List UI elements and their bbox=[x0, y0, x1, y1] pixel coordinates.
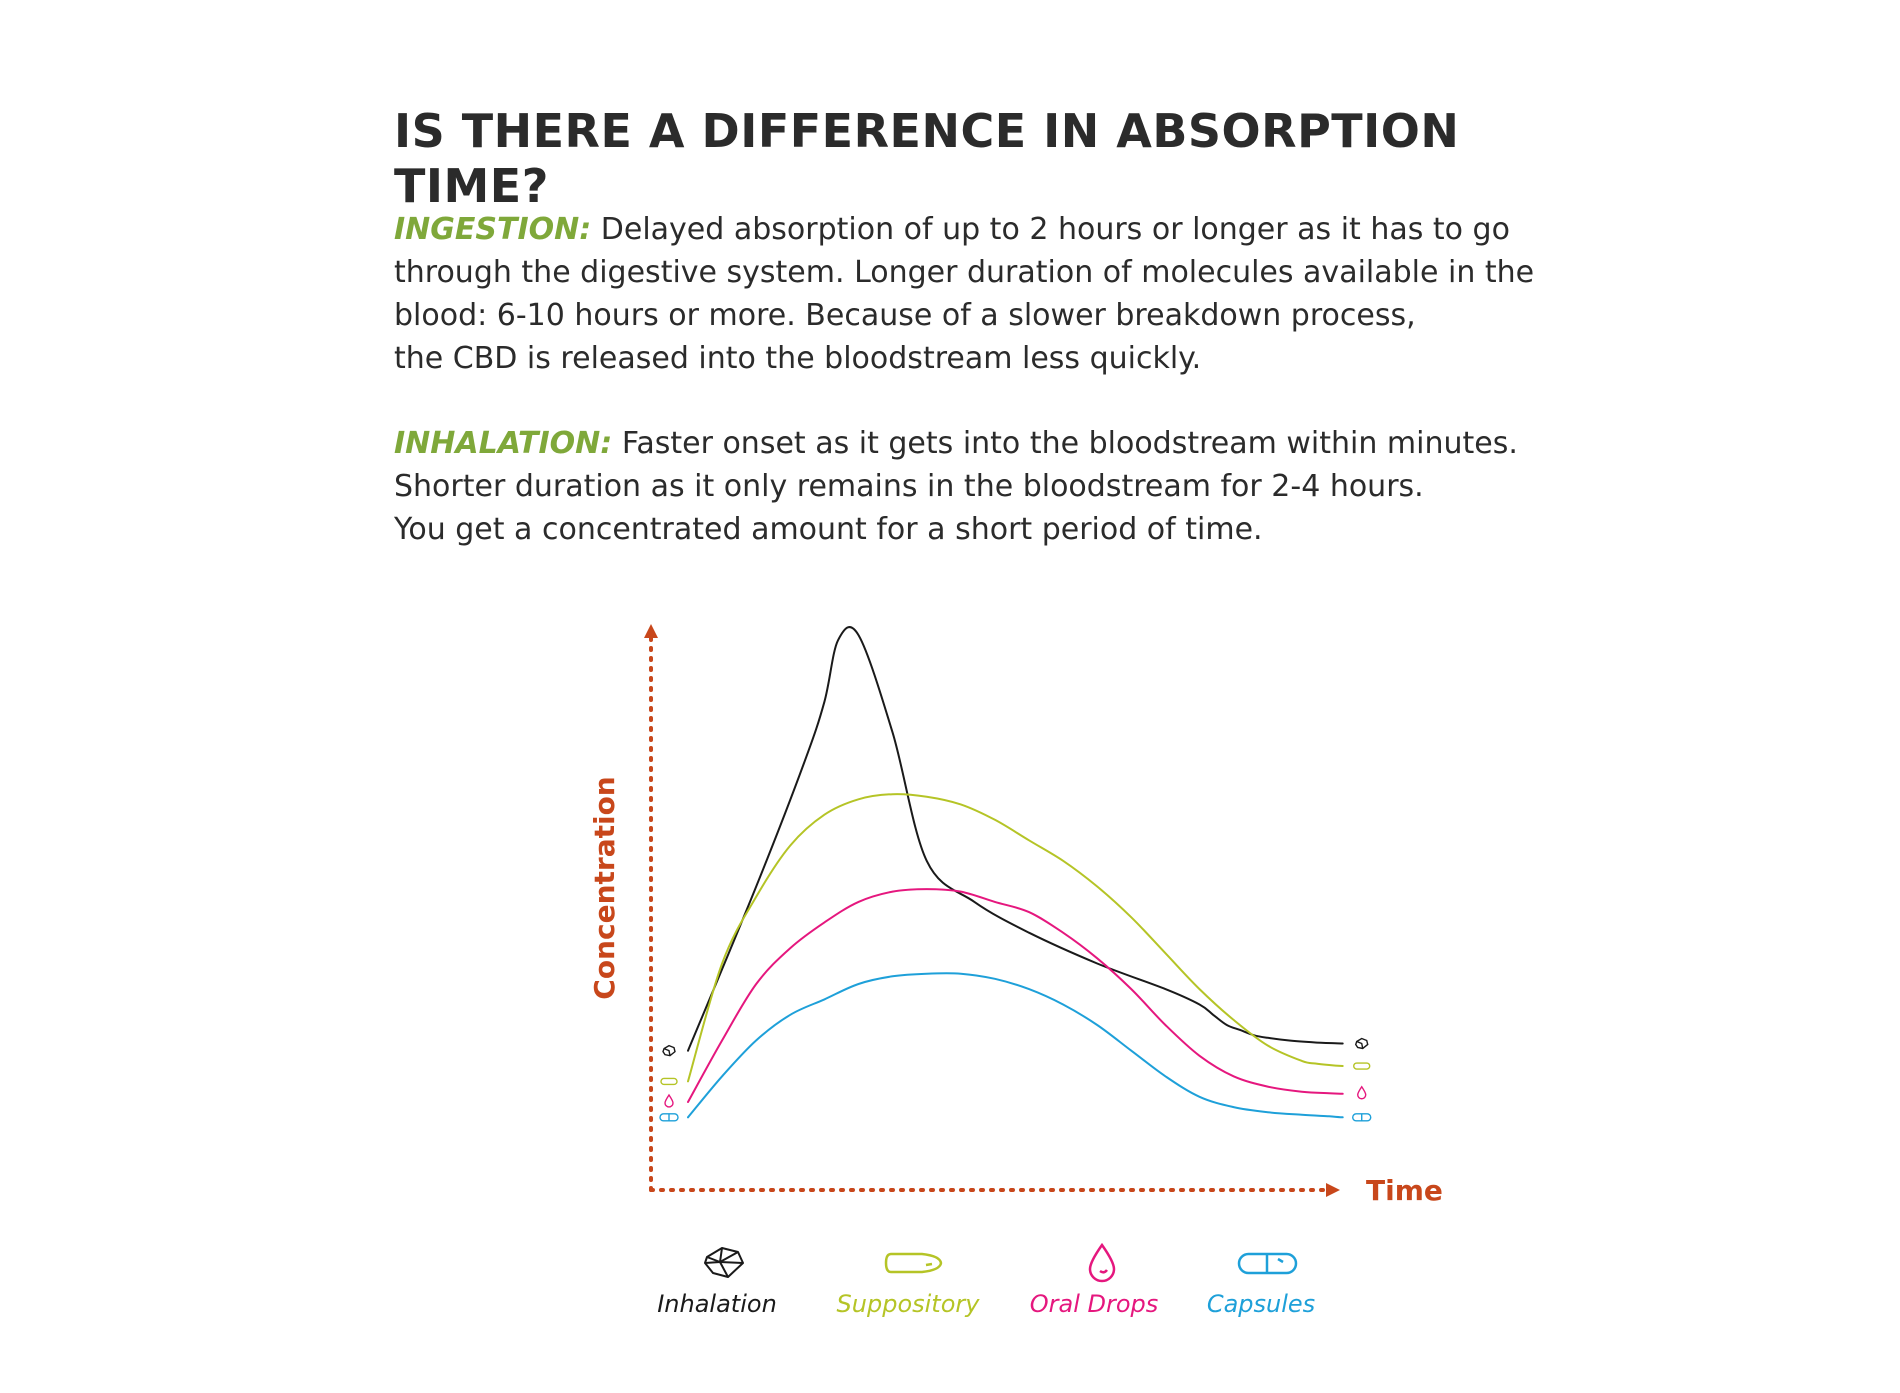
crystal-icon bbox=[704, 1247, 744, 1278]
legend-label-suppository: Suppository bbox=[837, 1290, 981, 1318]
ingestion-paragraph: INGESTION: Delayed absorption of up to 2… bbox=[394, 208, 1594, 380]
ingestion-line-3: blood: 6-10 hours or more. Because of a … bbox=[394, 298, 1416, 333]
x-axis-label: Time bbox=[1366, 1174, 1443, 1207]
ingestion-line-2: through the digestive system. Longer dur… bbox=[394, 255, 1535, 290]
inhalation-text-1: Faster onset as it gets into the bloodst… bbox=[621, 426, 1518, 461]
ingestion-label: INGESTION: bbox=[394, 212, 592, 247]
legend-label-inhalation: Inhalation bbox=[657, 1290, 777, 1318]
legend-item-oral-drops: Oral Drops bbox=[1030, 1242, 1159, 1318]
legend-item-capsules: Capsules bbox=[1207, 1252, 1315, 1318]
series-layer bbox=[687, 626, 1344, 1119]
legend-label-oral-drops: Oral Drops bbox=[1030, 1290, 1159, 1318]
suppository-icon bbox=[660, 1077, 678, 1086]
crystal-icon bbox=[662, 1044, 676, 1057]
page-title: IS THERE A DIFFERENCE IN ABSORPTION TIME… bbox=[394, 104, 1460, 214]
legend-label-capsules: Capsules bbox=[1207, 1290, 1315, 1318]
inhalation-line-2: Shorter duration as it only remains in t… bbox=[394, 469, 1424, 504]
suppository-icon bbox=[884, 1252, 943, 1274]
chart-legend: Inhalation Suppository Oral Drops Capsul… bbox=[657, 1242, 1315, 1318]
capsule-icon bbox=[1352, 1113, 1372, 1122]
series-line-capsules bbox=[687, 972, 1344, 1119]
inhalation-line-3: You get a concentrated amount for a shor… bbox=[394, 512, 1263, 547]
crystal-icon bbox=[1354, 1037, 1369, 1050]
chart-axes: Time Concentration bbox=[588, 624, 1443, 1207]
ingestion-text-1: Delayed absorption of up to 2 hours or l… bbox=[600, 212, 1510, 247]
y-axis-label: Concentration bbox=[588, 776, 621, 999]
ingestion-line-1: INGESTION: Delayed absorption of up to 2… bbox=[394, 208, 1594, 251]
drop-icon bbox=[664, 1093, 674, 1108]
series-end-icons bbox=[659, 1037, 1372, 1122]
inhalation-paragraph: INHALATION: Faster onset as it gets into… bbox=[394, 422, 1594, 551]
series-line-suppository bbox=[687, 793, 1344, 1083]
capsule-icon bbox=[1237, 1252, 1298, 1275]
inhalation-label: INHALATION: bbox=[394, 426, 613, 461]
legend-item-inhalation: Inhalation bbox=[657, 1247, 777, 1318]
suppository-icon bbox=[1353, 1062, 1371, 1070]
y-axis-arrow-icon bbox=[644, 624, 658, 638]
drop-icon bbox=[1357, 1085, 1367, 1100]
x-axis-arrow-icon bbox=[1326, 1183, 1340, 1197]
series-line-oral-drops bbox=[687, 888, 1344, 1103]
series-line-inhalation bbox=[687, 626, 1344, 1052]
drop-icon bbox=[1088, 1242, 1116, 1283]
capsule-icon bbox=[659, 1113, 679, 1122]
inhalation-line-1: INHALATION: Faster onset as it gets into… bbox=[394, 422, 1594, 465]
legend-item-suppository: Suppository bbox=[837, 1252, 981, 1318]
ingestion-line-4: the CBD is released into the bloodstream… bbox=[394, 341, 1202, 376]
